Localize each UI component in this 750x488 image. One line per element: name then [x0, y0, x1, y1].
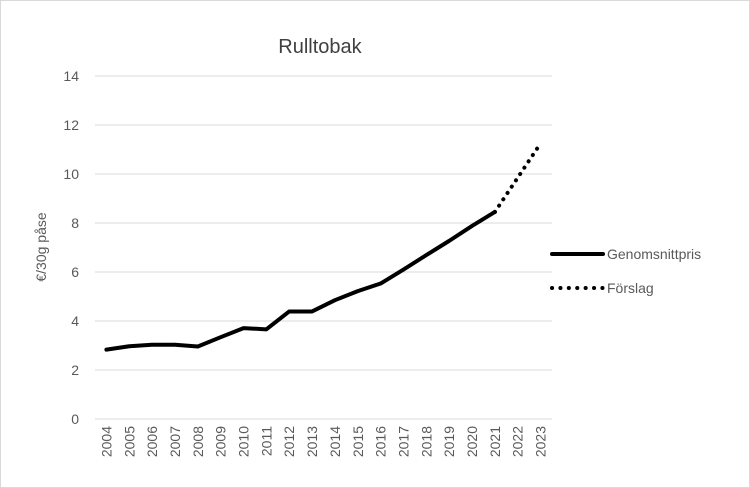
y-tick-label: 12 [63, 117, 79, 133]
legend-label: Genomsnittpris [607, 246, 701, 262]
x-tick-label: 2018 [418, 426, 434, 457]
x-tick-label: 2019 [441, 426, 457, 457]
y-tick-label: 6 [71, 264, 79, 280]
x-tick-label: 2008 [190, 426, 206, 457]
y-tick-label: 0 [71, 411, 79, 427]
x-tick-label: 2017 [395, 426, 411, 457]
x-tick-label: 2004 [98, 426, 114, 457]
x-tick-label: 2006 [144, 426, 160, 457]
y-tick-label: 10 [63, 166, 79, 182]
x-tick-label: 2016 [373, 426, 389, 457]
x-tick-label: 2013 [304, 426, 320, 457]
x-tick-label: 2023 [533, 426, 549, 457]
series-line-forslag [492, 141, 543, 214]
series-line-genomsnittpris [104, 209, 497, 352]
x-tick-label: 2020 [464, 426, 480, 457]
y-tick-label: 2 [71, 362, 79, 378]
x-tick-label: 2022 [510, 426, 526, 457]
x-tick-label: 2021 [487, 426, 503, 457]
legend-label: Förslag [607, 280, 654, 296]
x-tick-label: 2009 [213, 426, 229, 457]
y-tick-label: 8 [71, 215, 79, 231]
x-tick-label: 2007 [167, 426, 183, 457]
x-tick-label: 2014 [327, 426, 343, 457]
x-tick-label: 2010 [236, 426, 252, 457]
x-tick-label: 2005 [121, 426, 137, 457]
y-axis-label: €/30g påse [33, 212, 49, 281]
y-tick-label: 4 [71, 313, 79, 329]
x-tick-label: 2011 [258, 426, 274, 456]
x-tick-label: 2012 [281, 426, 297, 457]
chart-title: Rulltobak [278, 36, 362, 58]
x-tick-label: 2015 [350, 426, 366, 457]
y-tick-label: 14 [63, 68, 79, 84]
